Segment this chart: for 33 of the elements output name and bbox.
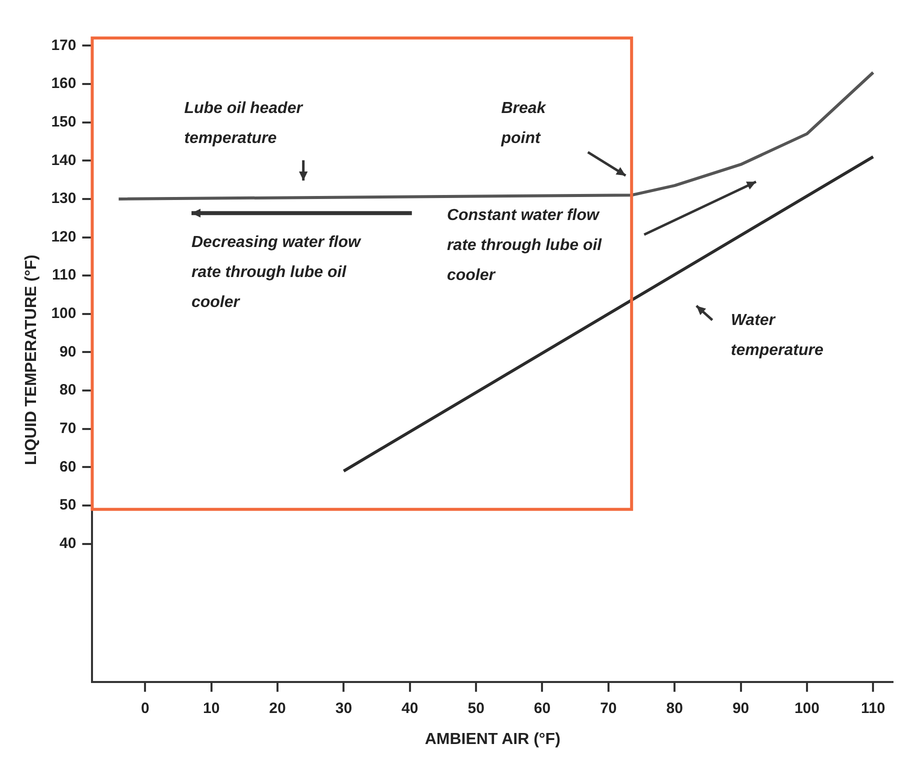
y-tick-label: 130 [51, 190, 76, 208]
y-tick-label: 140 [51, 152, 76, 169]
y-tick-label: 110 [52, 266, 76, 284]
x-axis-title: AMBIENT AIR (°F) [424, 730, 560, 748]
x-tick-label: 60 [534, 700, 551, 717]
y-tick-label: 170 [51, 36, 76, 54]
x-tick-label: 110 [861, 700, 886, 717]
y-axis-title: LIQUID TEMPERATURE (°F) [23, 254, 40, 466]
x-tick-label: 100 [794, 700, 820, 717]
y-tick-label: 90 [60, 343, 76, 360]
x-tick-label: 80 [666, 700, 683, 717]
annotation: Lube oil header temperature [184, 99, 304, 150]
x-tick-label: 10 [203, 700, 220, 717]
y-tick-label: 70 [60, 420, 76, 438]
y-tick-label: 120 [51, 228, 76, 246]
y-tick-label: 100 [51, 305, 76, 322]
y-tick-label: 40 [60, 534, 76, 552]
x-tick-label: 50 [468, 700, 484, 717]
y-tick-label: 150 [51, 113, 76, 130]
x-tick-label: 70 [600, 700, 617, 717]
y-tick-label: 80 [60, 382, 76, 399]
x-tick-label: 40 [402, 700, 418, 717]
y-tick-label: 60 [60, 458, 76, 476]
annotation: Break point [501, 99, 548, 150]
x-tick-label: 90 [732, 700, 750, 717]
x-tick-label: 30 [335, 700, 352, 717]
y-tick-label: 160 [51, 75, 76, 92]
annotation: Constant water flow rate through lube oil cooler [446, 206, 603, 286]
x-tick-label: 20 [269, 700, 286, 717]
annotation: Decreasing water flow rate through lube oil cooler [191, 233, 362, 314]
x-tick-label: 0 [141, 700, 150, 717]
y-tick-label: 50 [60, 496, 76, 514]
annotation: Water temperature [730, 310, 824, 361]
